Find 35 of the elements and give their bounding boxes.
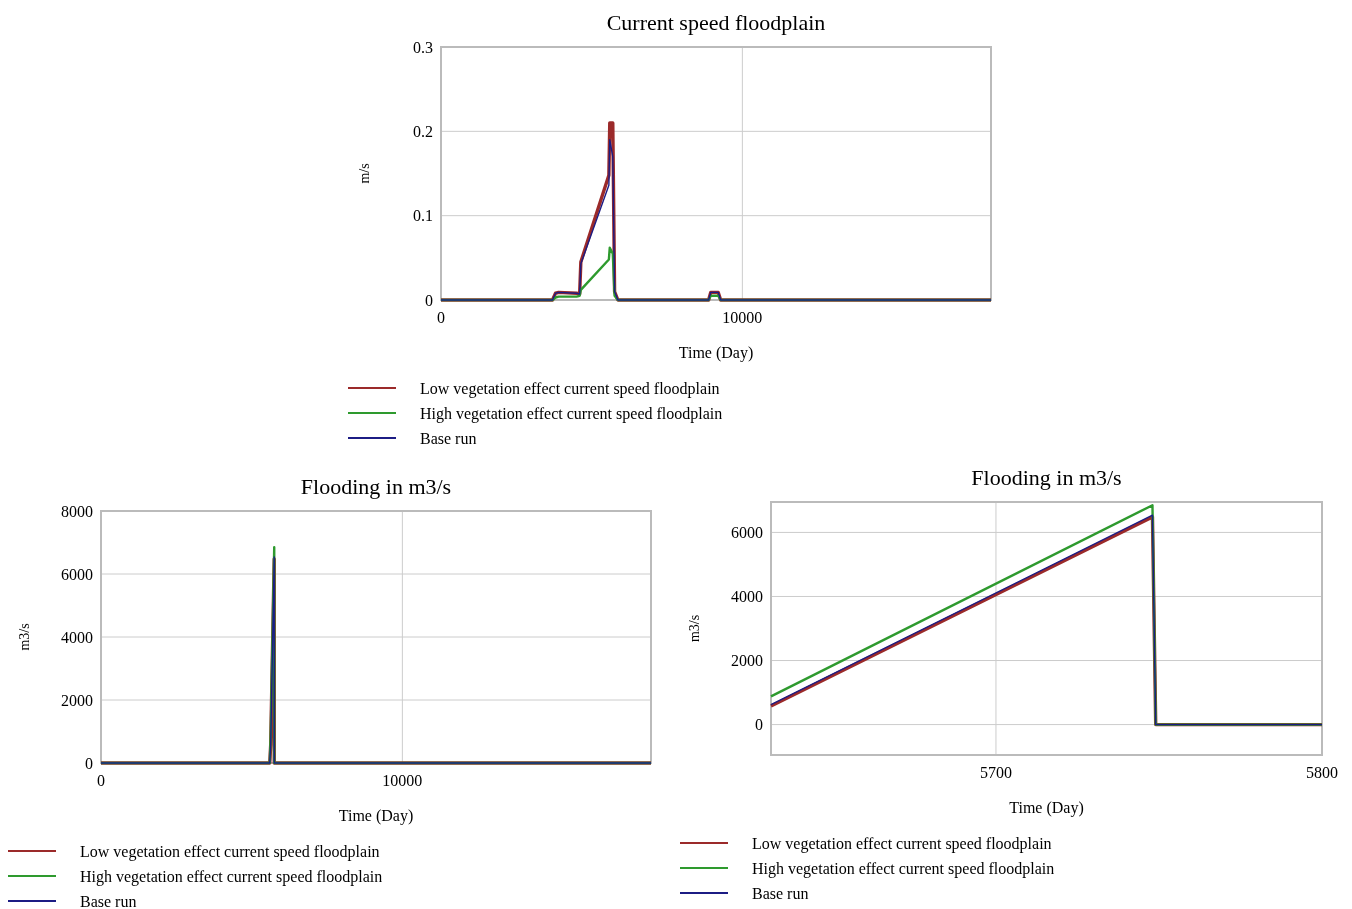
legend-label: High vegetation effect current speed floodplain	[80, 867, 383, 886]
legend-label: Base run	[80, 892, 137, 909]
legend-label: Low vegetation effect current speed floodplain	[752, 834, 1052, 853]
chart-title: Current speed floodplain	[606, 10, 826, 35]
y-tick-label: 0.1	[413, 207, 433, 225]
legend-label: High vegetation effect current speed floodplain	[420, 404, 723, 423]
x-axis-title: Time (Day)	[1009, 799, 1084, 817]
x-tick-label: 5700	[979, 764, 1012, 781]
legend-label: High vegetation effect current speed floodplain	[752, 859, 1055, 878]
y-tick-label: 6000	[731, 524, 763, 542]
y-axis-title: m3/s	[17, 623, 32, 651]
y-tick-label: 0	[755, 716, 763, 734]
y-tick-label: 8000	[61, 502, 93, 520]
legend-label: Base run	[752, 884, 809, 902]
x-tick-label: 5800	[1306, 764, 1338, 781]
legend-label: Low vegetation effect current speed floodplain	[80, 842, 380, 861]
y-tick-label: 6000	[61, 565, 93, 583]
y-tick-label: 2000	[731, 652, 763, 670]
y-tick-label: 4000	[731, 588, 763, 606]
x-tick-label: 0	[97, 772, 105, 789]
chart-title: Flooding in m3/s	[971, 465, 1122, 490]
y-tick-label: 0.3	[413, 38, 433, 56]
x-axis-title: Time (Day)	[678, 344, 754, 362]
y-tick-label: 0.2	[413, 122, 433, 140]
legend-label: Base run	[420, 429, 477, 447]
y-tick-label: 4000	[61, 628, 93, 646]
x-tick-label: 10000	[722, 309, 763, 326]
y-axis-title: m/s	[357, 163, 372, 184]
y-tick-label: 0	[425, 291, 433, 309]
x-tick-label: 10000	[382, 772, 423, 789]
legend-label: Low vegetation effect current speed floodplain	[420, 379, 720, 398]
y-axis-title: m3/s	[687, 614, 702, 643]
x-axis-title: Time (Day)	[338, 807, 414, 825]
y-tick-label: 2000	[61, 691, 93, 709]
chart-title: Flooding in m3/s	[300, 474, 452, 499]
